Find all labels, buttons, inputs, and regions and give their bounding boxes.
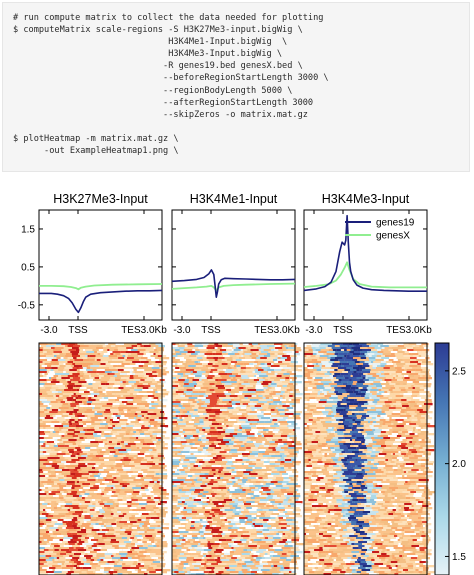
profile-panel-frame [38,209,163,321]
series-line-genes19 [171,269,296,298]
code-line: # run compute matrix to collect the data… [13,13,324,23]
profile-panel-frame [171,209,296,321]
heatmap-panel [39,343,171,575]
heatmap-figure-svg: H3K27Me3-Input 1.5 0.5 -0.5 -3.0 TSS TES3.0Kb H… [18,192,466,575]
code-line: --beforeRegionStartLength 3000 \ [13,73,329,84]
colorbar-tick-label: 1.5 [452,552,466,563]
profile-title: H3K4Me1-Input [190,192,278,206]
colorbar-tick-label: 2.5 [452,366,466,377]
heatmap-panel-frame [171,342,296,575]
colorbar-tick-label: 2.0 [452,459,466,470]
code-line [13,121,469,133]
x-tick-label: TES3.0Kb [254,325,300,336]
series-line-genes19 [39,289,163,314]
code-line: -R genes19.bed genesX.bed \ [13,61,303,72]
profile-panel-frame [303,209,428,321]
profile-title: H3K4Me3-Input [322,192,410,206]
code-line: -out ExampleHeatmap1.png \ [13,146,179,157]
code-line: H3K4Me3-Input.bigWig \ [13,49,283,60]
series-line-genes19 [303,214,427,292]
code-block: # run compute matrix to collect the data… [2,2,470,172]
x-tick-label: TES3.0Kb [386,325,432,336]
code-line: --regionBodyLength 5000 \ [13,85,293,96]
heatmap-figure: H3K27Me3-Input 1.5 0.5 -0.5 -3.0 TSS TES3.0Kb H… [0,185,474,575]
code-line: --afterRegionStartLength 3000 [13,97,314,108]
code-line: --skipZeros -o matrix.mat.gz [13,109,308,120]
legend-label: genes19 [376,218,415,229]
heatmap-panel [172,343,304,575]
code-line: $ computeMatrix scale-regions -S H3K27Me… [13,25,303,36]
x-tick-label: TSS [68,325,88,336]
profile-title: H3K27Me3-Input [53,192,148,206]
y-tick-label: 1.5 [21,224,35,235]
x-tick-label: TSS [201,325,221,336]
heatmap-panel-frame [38,342,163,575]
colorbar [434,342,450,575]
x-tick-label: TSS [333,325,353,336]
code-line: H3K4Me1-Input.bigWig \ [13,37,288,48]
heatmap-panel [304,343,436,575]
heatmap-panel-frame [303,342,428,575]
x-tick-label: -3.0 [305,325,323,336]
y-tick-label: 0.5 [21,262,35,273]
legend-label: genesX [376,231,410,242]
series-line-genesX [39,283,163,291]
x-tick-label: -3.0 [40,325,58,336]
code-line: $ plotHeatmap -m matrix.mat.gz \ [13,133,179,144]
x-tick-label: -3.0 [173,325,191,336]
x-tick-label: TES3.0Kb [121,325,167,336]
y-tick-label: -0.5 [18,300,36,311]
